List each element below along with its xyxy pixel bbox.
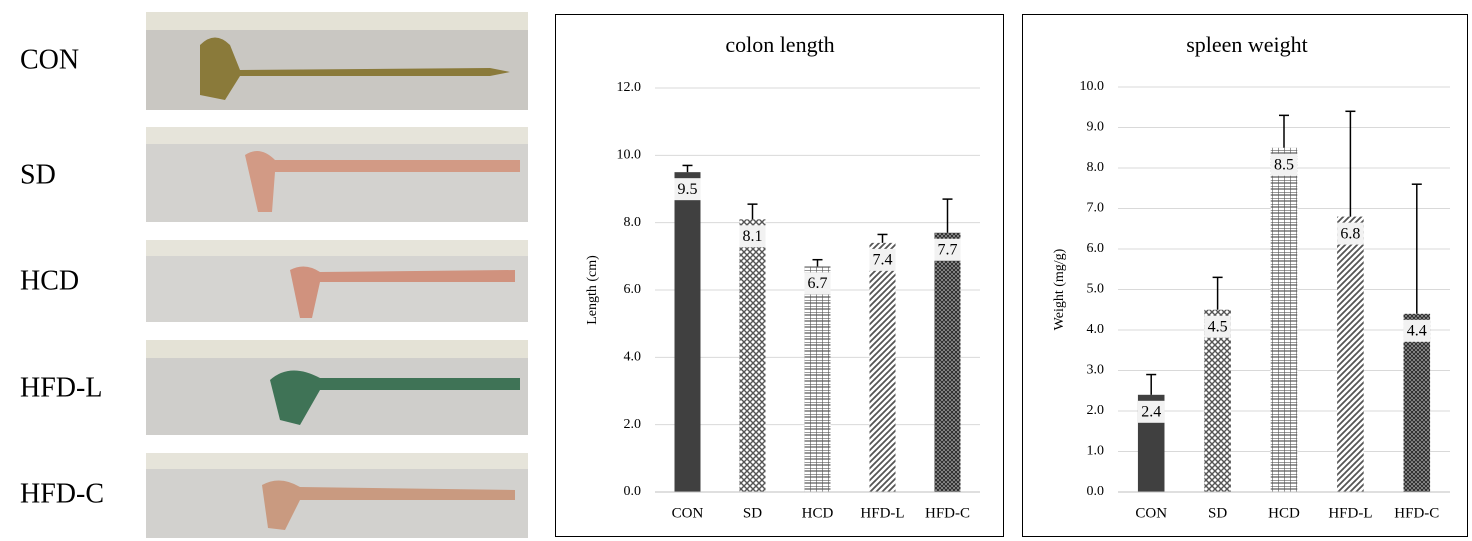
y-tick-label: 12.0 — [617, 80, 642, 95]
value-label: 6.7 — [808, 275, 828, 292]
bar — [804, 266, 831, 492]
value-label: 9.5 — [678, 181, 698, 198]
y-tick-label: 0.0 — [1087, 484, 1105, 499]
x-tick-label: HFD-C — [1394, 505, 1439, 521]
y-tick-label: 2.0 — [624, 417, 642, 432]
value-label: 7.4 — [873, 252, 893, 269]
bar — [1270, 147, 1298, 492]
x-tick-label: HFD-C — [925, 505, 970, 521]
error-bar — [682, 164, 693, 173]
group-label: HCD — [20, 265, 79, 296]
error-bar — [1146, 373, 1157, 395]
error-bar — [1279, 114, 1289, 148]
photo — [146, 12, 528, 110]
chart-title: spleen weight — [1186, 32, 1308, 57]
value-label-bg — [1137, 400, 1165, 423]
y-tick-label: 4.0 — [1087, 322, 1105, 337]
bar — [1204, 309, 1231, 492]
x-tick-label: CON — [1135, 505, 1167, 521]
value-label: 7.7 — [938, 241, 958, 258]
y-tick-label: 8.0 — [1087, 160, 1105, 175]
error-bar — [812, 258, 823, 267]
value-label-bg — [1337, 222, 1364, 245]
photo — [146, 127, 528, 222]
group-label: HFD-L — [20, 372, 102, 403]
x-tick-label: SD — [1208, 505, 1227, 521]
value-label-bg — [1403, 319, 1431, 342]
bar — [934, 232, 961, 492]
x-tick-label: HFD-L — [860, 505, 904, 521]
y-tick-label: 4.0 — [624, 350, 642, 365]
x-tick-label: HCD — [802, 505, 834, 521]
y-tick-label: 2.0 — [1087, 403, 1105, 418]
x-tick-label: CON — [672, 505, 704, 521]
bar — [1337, 216, 1364, 492]
value-label-bg — [1270, 153, 1298, 176]
error-bar — [942, 198, 953, 233]
group-label: HFD-C — [20, 478, 104, 509]
y-tick-label: 7.0 — [1087, 201, 1105, 216]
error-bar — [1345, 110, 1356, 217]
photo-panel: CON SD HCD HFD-L HFD-C — [20, 12, 528, 538]
bar — [674, 172, 701, 492]
value-label: 8.1 — [743, 228, 763, 245]
value-label: 2.4 — [1141, 403, 1161, 420]
group-label: SD — [20, 159, 56, 190]
value-label: 4.5 — [1208, 318, 1228, 335]
chart-title: colon length — [725, 32, 834, 57]
y-tick-label: 6.0 — [1087, 241, 1105, 256]
value-label: 6.8 — [1340, 225, 1360, 242]
y-tick-label: 9.0 — [1087, 120, 1105, 135]
bar — [739, 219, 766, 493]
value-label: 8.5 — [1274, 156, 1294, 173]
group-label: CON — [20, 44, 79, 75]
x-tick-label: SD — [743, 505, 762, 521]
error-bar — [877, 233, 888, 243]
error-bar — [1411, 183, 1422, 314]
value-label-bg — [1204, 315, 1231, 338]
y-tick-label: 3.0 — [1087, 363, 1105, 378]
y-tick-label: 6.0 — [624, 282, 642, 297]
value-label: 4.4 — [1407, 322, 1427, 339]
value-label-bg — [804, 272, 831, 295]
error-bar — [747, 203, 758, 220]
value-label-bg — [934, 238, 961, 261]
photo — [146, 340, 528, 435]
value-label-bg — [869, 248, 896, 271]
y-tick-label: 1.0 — [1087, 444, 1105, 459]
value-label-bg — [674, 178, 701, 201]
y-axis-label: Length (cm) — [585, 255, 600, 325]
y-tick-label: 10.0 — [617, 148, 642, 163]
y-tick-label: 10.0 — [1080, 79, 1105, 94]
x-tick-label: HCD — [1268, 505, 1300, 521]
chart-frame — [1022, 14, 1468, 537]
chart-frame — [555, 14, 1004, 537]
y-tick-label: 5.0 — [1087, 282, 1105, 297]
y-axis-label: Weight (mg/g) — [1052, 248, 1067, 330]
error-bar — [1212, 276, 1223, 310]
bar — [1403, 313, 1431, 492]
y-tick-label: 8.0 — [624, 215, 642, 230]
y-tick-label: 0.0 — [624, 484, 642, 499]
x-tick-label: HFD-L — [1328, 505, 1372, 521]
bar — [869, 242, 896, 492]
photo — [146, 453, 528, 538]
value-label-bg — [739, 225, 766, 248]
photo — [146, 240, 528, 322]
